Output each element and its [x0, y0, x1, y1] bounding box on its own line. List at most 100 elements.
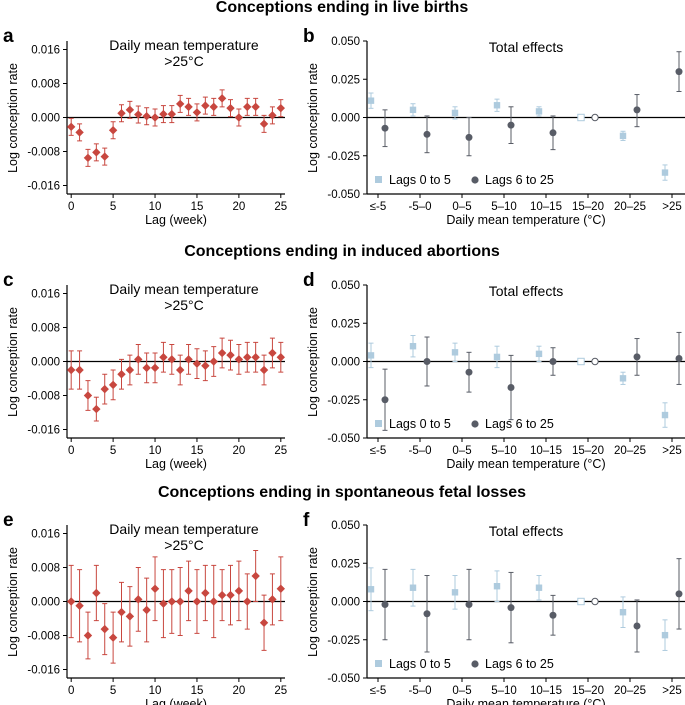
- square-marker: [535, 350, 543, 358]
- y-tick-label: -0.008: [27, 147, 60, 159]
- lag-point-17: [209, 346, 218, 377]
- lag-point-2: [83, 380, 93, 411]
- x-tick-label: >25: [662, 201, 682, 213]
- x-tick-label: 10: [149, 685, 162, 697]
- x-tick-label: 15: [191, 685, 204, 697]
- legend-label-lags-0-5: Lags 0 to 5: [389, 173, 451, 187]
- lag-point-14: [184, 560, 193, 622]
- diamond-marker: [276, 353, 286, 362]
- x-tick-label: 20–25: [614, 445, 646, 457]
- x-axis-label: Lag (week): [145, 697, 207, 705]
- y-tick-label: 0.050: [331, 520, 360, 532]
- y-tick-label: -0.008: [27, 391, 60, 403]
- square-marker-reference: [577, 357, 585, 366]
- legend-marker-lags-6-25: [471, 660, 479, 668]
- y-tick-label: -0.025: [327, 151, 360, 163]
- lag-point-19: [226, 99, 235, 118]
- lag-point-24: [268, 573, 277, 626]
- circle-marker: [633, 622, 641, 630]
- x-tick-label: 10–15: [530, 685, 562, 697]
- lags-0-5-point-2: [451, 342, 459, 362]
- lag-point-8: [134, 105, 143, 124]
- lag-point-0: [66, 350, 76, 390]
- x-tick-label: 20–25: [614, 201, 646, 213]
- diamond-marker: [66, 122, 76, 132]
- x-tick-label: ≤-5: [370, 201, 387, 213]
- square-marker: [493, 353, 501, 361]
- lags-0-5-point-3: [493, 98, 501, 112]
- lag-point-7: [125, 586, 135, 647]
- lags-0-5-point-6: [619, 596, 627, 629]
- diamond-marker: [192, 108, 202, 117]
- lags-6-25-point-2: [465, 117, 473, 157]
- y-axis-label: Log conception rate: [306, 307, 320, 417]
- diamond-marker: [259, 365, 269, 375]
- lags-0-5-point-4: [535, 345, 543, 362]
- x-tick-label: >25: [662, 685, 682, 697]
- lags-6-25-point-4: [549, 347, 557, 376]
- square-marker: [451, 349, 459, 356]
- x-tick-label: -5–0: [408, 445, 431, 457]
- square-marker: [661, 411, 669, 419]
- square-marker: [367, 352, 375, 359]
- diamond-marker: [142, 605, 151, 615]
- panel-label: e: [3, 510, 14, 531]
- diamond-marker: [201, 361, 210, 370]
- lag-point-1: [75, 350, 84, 390]
- lag-point-5: [108, 121, 118, 140]
- diamond-marker: [217, 94, 227, 103]
- x-tick-label: 25: [274, 201, 287, 213]
- circle-marker: [423, 610, 431, 618]
- diamond-marker: [125, 105, 135, 115]
- lag-point-25: [276, 556, 286, 622]
- lag-point-19: [226, 564, 235, 626]
- legend: Lags 0 to 5 Lags 6 to 25: [375, 657, 554, 671]
- lag-point-3: [92, 396, 101, 422]
- x-axis-label: Daily mean temperature (°C): [446, 213, 605, 227]
- lags-0-5-point-0: [367, 92, 375, 109]
- lag-point-6: [117, 581, 126, 643]
- circle-marker: [423, 130, 431, 138]
- x-tick-label: 0: [68, 685, 74, 697]
- square-marker: [409, 584, 417, 591]
- square-marker: [451, 589, 459, 596]
- lag-point-7: [125, 100, 135, 119]
- diamond-marker: [66, 365, 76, 375]
- lag-point-21: [243, 573, 252, 630]
- diamond-marker: [167, 355, 177, 364]
- circle-marker: [633, 106, 641, 114]
- diamond-marker: [150, 113, 160, 122]
- diamond-marker: [234, 586, 244, 596]
- x-tick-label: 20–25: [614, 685, 646, 697]
- x-tick-label: 15: [191, 445, 204, 457]
- x-tick-label: 5–10: [491, 445, 517, 457]
- lag-point-4: [100, 147, 109, 166]
- y-tick-label: 0.016: [31, 529, 60, 541]
- diamond-marker: [184, 355, 193, 364]
- circle-marker-reference: [591, 357, 599, 366]
- lag-point-0: [66, 117, 76, 136]
- diamond-marker: [259, 618, 269, 627]
- x-tick-label: 15: [191, 201, 204, 213]
- y-tick-label: -0.050: [327, 189, 360, 201]
- panel-label: c: [3, 270, 14, 291]
- lag-point-15: [192, 569, 202, 634]
- diamond-marker: [100, 152, 109, 161]
- lag-point-16: [201, 350, 210, 382]
- x-tick-label: 10–15: [530, 201, 562, 213]
- lag-point-10: [150, 352, 160, 384]
- legend: Lags 0 to 5 Lags 6 to 25: [375, 173, 554, 187]
- lag-point-22: [251, 341, 260, 373]
- panel-b: 0.050 0.025 0.000 -0.025 -0.050 ≤-5 -5–0 0–5 5–1…: [303, 26, 685, 227]
- lag-point-13: [175, 567, 185, 636]
- lags-0-5-point-0: [367, 567, 375, 612]
- y-tick-label: -0.025: [327, 635, 360, 647]
- lags-0-5-point-7: [661, 619, 669, 651]
- x-tick-label: 5: [110, 201, 116, 213]
- diamond-marker: [209, 102, 218, 112]
- square-marker-reference: [577, 597, 585, 606]
- y-tick-label: 0.050: [331, 280, 360, 292]
- lags-0-5-point-5: [577, 113, 585, 122]
- x-tick-label: -5–0: [408, 685, 431, 697]
- lag-point-14: [184, 97, 193, 116]
